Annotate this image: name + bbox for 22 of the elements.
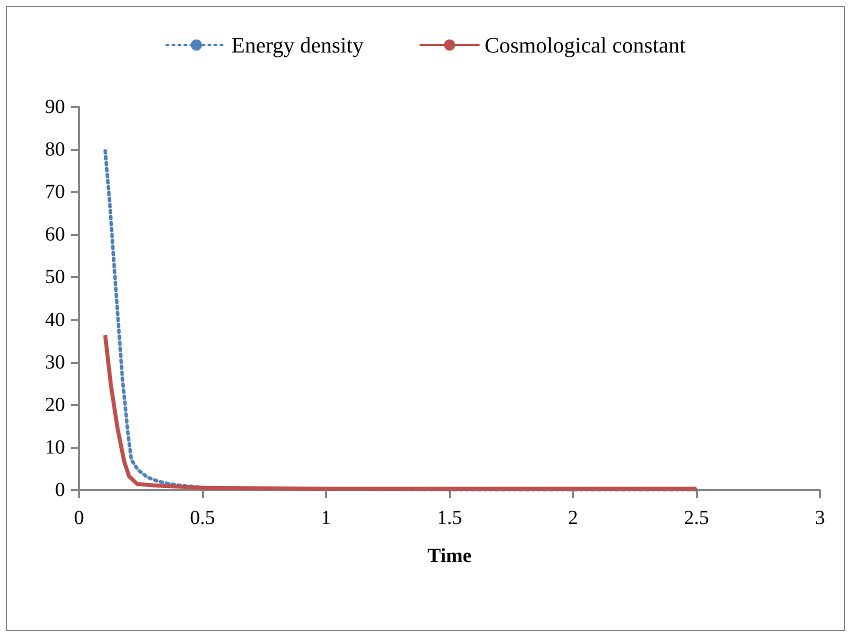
y-tick-label: 50 [45,266,65,288]
y-tick-label: 70 [45,181,65,204]
y-tick-label: 20 [45,394,65,416]
x-tick-label: 3 [815,507,825,529]
line-series [103,149,698,492]
legend-label: Energy density [231,32,364,58]
y-tick-label: 60 [45,224,65,246]
y-tick-label: 30 [45,351,65,374]
x-tick-label: 2.5 [684,507,709,529]
legend-label: Cosmological constant [484,32,686,58]
y-tick-label: 10 [45,436,65,458]
y-tick-label: 0 [55,479,65,501]
y-tick-label: 90 [45,96,65,118]
x-tick-label: 2 [568,507,578,529]
x-tick-label: 0 [74,507,84,529]
y-tick-label: 40 [45,308,65,331]
x-tick-label: 1 [321,507,331,529]
line-series [103,333,698,491]
x-axis-title: Time [427,545,472,567]
x-tick-label: 0.5 [190,507,215,529]
x-tick-label: 1.5 [437,507,462,529]
y-tick-label: 80 [45,138,65,161]
